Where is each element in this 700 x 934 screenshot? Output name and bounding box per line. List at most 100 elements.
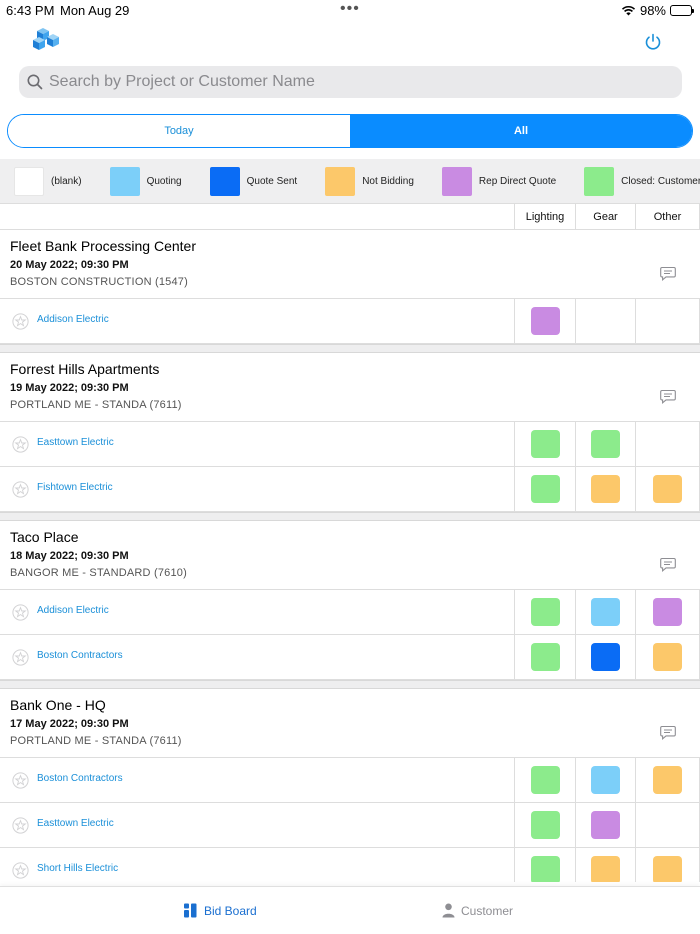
status-cell-lighting[interactable] <box>514 467 575 511</box>
status-cell-other[interactable] <box>635 467 700 511</box>
tab-bid-board[interactable]: Bid Board <box>183 903 257 918</box>
favorite-star-icon[interactable] <box>12 436 29 453</box>
status-cell-gear[interactable] <box>575 299 635 343</box>
status-cell-other[interactable] <box>635 590 700 634</box>
favorite-star-icon[interactable] <box>12 772 29 789</box>
bidder-company-link[interactable]: Easttown Electric <box>37 818 114 829</box>
status-swatch <box>653 856 682 882</box>
status-swatch <box>591 598 620 626</box>
project-customer: PORTLAND ME - STANDA (7611) <box>10 735 182 747</box>
bidder-row[interactable]: Boston Contractors <box>0 757 700 802</box>
comment-icon[interactable] <box>660 557 676 572</box>
app-logo-icon <box>33 28 59 50</box>
status-swatch <box>653 766 682 794</box>
bidder-row[interactable]: Easttown Electric <box>0 421 700 466</box>
project-header[interactable]: Taco Place 18 May 2022; 09:30 PM BANGOR ME… <box>0 521 700 589</box>
bidder-company-link[interactable]: Short Hills Electric <box>37 863 119 874</box>
project-card[interactable]: Taco Place 18 May 2022; 09:30 PM BANGOR ME… <box>0 521 700 680</box>
status-cell-gear[interactable] <box>575 848 635 882</box>
tab-customer[interactable]: Customer <box>442 903 513 918</box>
search-input[interactable] <box>49 73 649 91</box>
project-name: Bank One - HQ <box>10 697 106 713</box>
favorite-star-icon[interactable] <box>12 313 29 330</box>
status-swatch <box>591 766 620 794</box>
multitasking-dots-icon[interactable]: ••• <box>340 0 360 17</box>
power-icon[interactable] <box>643 32 663 52</box>
favorite-star-icon[interactable] <box>12 604 29 621</box>
favorite-star-icon[interactable] <box>12 862 29 879</box>
status-swatch <box>591 475 620 503</box>
favorite-star-icon[interactable] <box>12 481 29 498</box>
status-cell-gear[interactable] <box>575 467 635 511</box>
legend-item-not-bidding: Not Bidding <box>325 166 428 196</box>
status-cell-other[interactable] <box>635 848 700 882</box>
bidder-company-link[interactable]: Easttown Electric <box>37 437 114 448</box>
status-swatch <box>653 598 682 626</box>
project-card[interactable]: Bank One - HQ 17 May 2022; 09:30 PM PORTLA… <box>0 689 700 882</box>
status-cell-gear[interactable] <box>575 635 635 679</box>
status-cell-lighting[interactable] <box>514 590 575 634</box>
bidder-row[interactable]: Addison Electric <box>0 589 700 634</box>
legend-label: Quote Sent <box>246 175 298 187</box>
project-card[interactable]: Forrest Hills Apartments 19 May 2022; 09:… <box>0 353 700 512</box>
project-card[interactable]: Fleet Bank Processing Center 20 May 2022;… <box>0 230 700 344</box>
tab-bid-board-label: Bid Board <box>204 903 257 918</box>
project-list[interactable]: Fleet Bank Processing Center 20 May 2022;… <box>0 230 700 882</box>
bidder-row[interactable]: Short Hills Electric <box>0 847 700 882</box>
project-name: Fleet Bank Processing Center <box>10 238 196 254</box>
bidder-company-link[interactable]: Addison Electric <box>37 314 109 325</box>
bidder-company-link[interactable]: Boston Contractors <box>37 773 123 784</box>
segment-today[interactable]: Today <box>8 115 350 147</box>
status-cell-lighting[interactable] <box>514 848 575 882</box>
legend-swatch <box>584 166 615 196</box>
status-cell-gear[interactable] <box>575 803 635 847</box>
status-cell-gear[interactable] <box>575 422 635 466</box>
status-time: 6:43 PM <box>6 3 55 18</box>
bidder-row[interactable]: Addison Electric <box>0 298 700 343</box>
section-separator <box>0 344 700 353</box>
status-cell-other[interactable] <box>635 758 700 802</box>
comment-icon[interactable] <box>660 725 676 740</box>
bidder-company-link[interactable]: Boston Contractors <box>37 650 123 661</box>
legend-item-rep-direct-quote: Rep Direct Quote <box>441 166 570 196</box>
status-cell-other[interactable] <box>635 299 700 343</box>
bidder-row[interactable]: Easttown Electric <box>0 802 700 847</box>
project-header[interactable]: Bank One - HQ 17 May 2022; 09:30 PM PORTLA… <box>0 689 700 757</box>
status-cell-other[interactable] <box>635 422 700 466</box>
status-cell-lighting[interactable] <box>514 299 575 343</box>
bidder-company-link[interactable]: Fishtown Electric <box>37 482 113 493</box>
status-swatch <box>530 643 560 671</box>
favorite-star-icon[interactable] <box>12 817 29 834</box>
status-swatch <box>653 643 682 671</box>
bidder-row[interactable]: Fishtown Electric <box>0 466 700 511</box>
legend-item-closed-customer-won: Closed: Customer Won | <box>584 166 700 196</box>
status-cell-gear[interactable] <box>575 590 635 634</box>
status-swatch <box>530 856 560 882</box>
column-header-lighting: Lighting <box>514 204 575 230</box>
status-cell-gear[interactable] <box>575 758 635 802</box>
bidder-company-link[interactable]: Addison Electric <box>37 605 109 616</box>
comment-icon[interactable] <box>660 389 676 404</box>
status-cell-lighting[interactable] <box>514 635 575 679</box>
status-swatch <box>591 430 620 458</box>
project-header[interactable]: Fleet Bank Processing Center 20 May 2022;… <box>0 230 700 298</box>
status-cell-lighting[interactable] <box>514 758 575 802</box>
segment-all[interactable]: All <box>350 115 692 147</box>
project-date: 20 May 2022; 09:30 PM <box>10 259 129 271</box>
status-cell-lighting[interactable] <box>514 803 575 847</box>
project-customer: BANGOR ME - STANDARD (7610) <box>10 567 187 579</box>
project-header[interactable]: Forrest Hills Apartments 19 May 2022; 09:… <box>0 353 700 421</box>
date-filter-segment[interactable]: Today All <box>7 114 693 148</box>
status-cell-other[interactable] <box>635 803 700 847</box>
status-swatch <box>530 307 560 335</box>
section-separator <box>0 512 700 521</box>
favorite-star-icon[interactable] <box>12 649 29 666</box>
bidder-row[interactable]: Boston Contractors <box>0 634 700 679</box>
status-swatch <box>530 430 560 458</box>
status-date: Mon Aug 29 <box>60 3 130 18</box>
comment-icon[interactable] <box>660 266 676 281</box>
search-bar[interactable] <box>19 66 682 98</box>
status-cell-lighting[interactable] <box>514 422 575 466</box>
status-cell-other[interactable] <box>635 635 700 679</box>
legend-swatch <box>441 166 472 196</box>
